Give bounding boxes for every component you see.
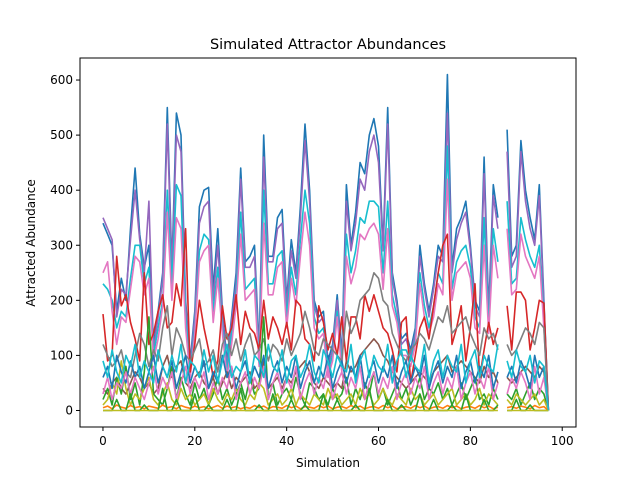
y-tick-label: 600 — [50, 73, 73, 87]
series-line-12-segment-0 — [102, 343, 499, 384]
y-axis-label: Attracted Abundance — [24, 179, 38, 306]
series-line-5-segment-0 — [102, 271, 499, 379]
series-line-10-segment-1 — [506, 354, 550, 411]
series-line-1-segment-0 — [102, 112, 499, 368]
x-tick-label: 20 — [187, 434, 202, 448]
y-tick-label: 300 — [50, 238, 73, 252]
plot-area — [102, 73, 550, 412]
chart-title: Simulated Attractor Abundances — [210, 37, 446, 53]
x-tick-label: 60 — [371, 434, 386, 448]
series-line-3-segment-1 — [506, 228, 550, 411]
x-axis-label: Simulation — [296, 456, 360, 470]
x-tick-label: 100 — [551, 434, 574, 448]
series-line-12-segment-1 — [506, 349, 550, 411]
y-tick-label: 0 — [65, 403, 73, 417]
x-tick-label: 40 — [279, 434, 294, 448]
series-line-8-segment-1 — [506, 393, 550, 411]
axes-frame — [79, 57, 577, 428]
series-line-11-segment-0 — [102, 365, 499, 401]
series-line-4-segment-1 — [506, 291, 550, 411]
y-tick-label: 500 — [50, 128, 73, 142]
x-tick-label: 0 — [99, 434, 107, 448]
series-line-9-segment-0 — [102, 404, 499, 410]
x-tick-label: 80 — [463, 434, 478, 448]
y-tick-label: 100 — [50, 348, 73, 362]
y-tick-label: 200 — [50, 293, 73, 307]
series-line-1-segment-1 — [506, 150, 550, 411]
series-line-6-segment-1 — [506, 365, 550, 411]
series-line-11-segment-1 — [506, 365, 550, 411]
y-tick-label: 400 — [50, 183, 73, 197]
series-line-5-segment-1 — [506, 321, 550, 411]
